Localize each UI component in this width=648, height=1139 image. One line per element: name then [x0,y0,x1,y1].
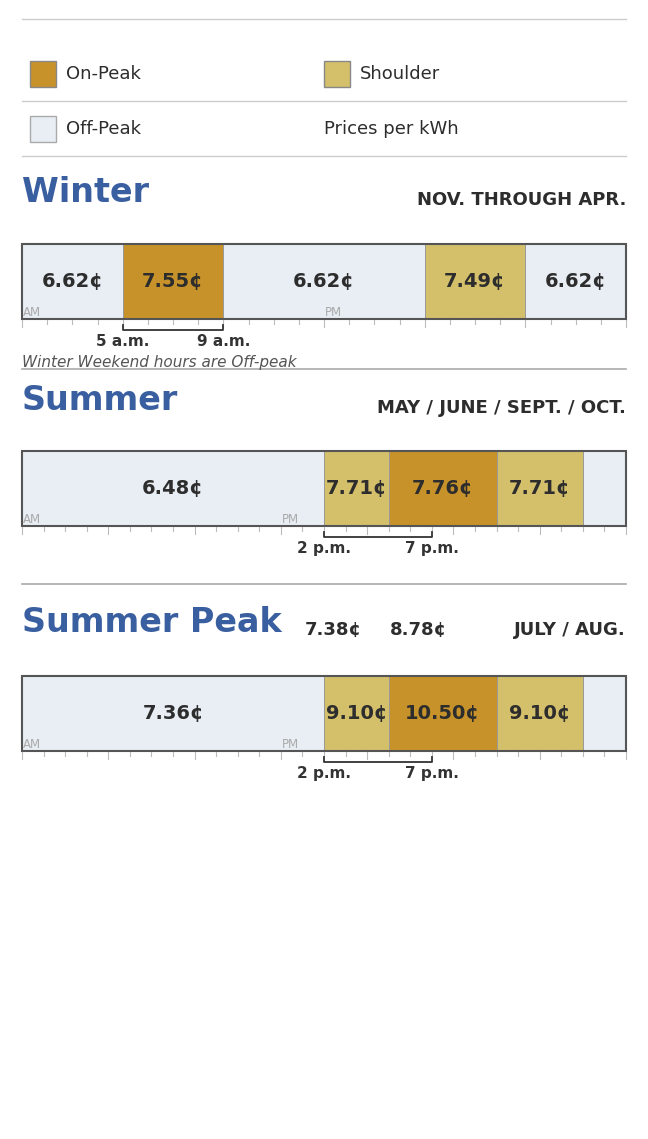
Bar [224,244,424,319]
Bar [496,677,583,751]
Text: AM: AM [23,306,41,319]
Text: PM: PM [325,306,342,319]
Text: 7 p.m.: 7 p.m. [405,541,459,556]
Text: MAY / JUNE / SEPT. / OCT.: MAY / JUNE / SEPT. / OCT. [377,399,626,417]
Text: 7.71¢: 7.71¢ [325,480,387,498]
Bar [389,677,496,751]
Text: 9.10¢: 9.10¢ [509,704,570,723]
Text: Shoulder: Shoulder [360,65,440,83]
Bar [583,677,626,751]
Text: 6.62¢: 6.62¢ [545,272,607,290]
Bar [22,244,626,319]
Text: 5 a.m.: 5 a.m. [96,334,149,349]
Bar [22,677,626,751]
Text: 2 p.m.: 2 p.m. [297,767,351,781]
Bar [22,451,626,526]
Text: 7.36¢: 7.36¢ [143,704,203,723]
Bar [324,451,389,526]
Bar [22,244,122,319]
Text: 7 p.m.: 7 p.m. [405,767,459,781]
Text: Winter: Winter [22,177,149,208]
Bar [526,244,626,319]
Text: Prices per kWh: Prices per kWh [324,120,459,138]
Text: NOV. THROUGH APR.: NOV. THROUGH APR. [417,191,626,208]
Text: 7.76¢: 7.76¢ [412,480,474,498]
Text: Off-Peak: Off-Peak [66,120,141,138]
Text: 8.78¢: 8.78¢ [390,621,447,639]
Text: 7.49¢: 7.49¢ [445,272,505,290]
Text: 9.10¢: 9.10¢ [326,704,387,723]
Text: On-Peak: On-Peak [66,65,141,83]
Text: PM: PM [282,738,299,751]
Bar [324,62,350,87]
Text: JULY / AUG.: JULY / AUG. [515,621,626,639]
Text: 9 a.m.: 9 a.m. [196,334,250,349]
Text: 6.48¢: 6.48¢ [142,480,204,498]
Text: Winter Weekend hours are Off-peak: Winter Weekend hours are Off-peak [22,355,297,370]
Text: Summer Peak: Summer Peak [22,606,282,639]
Bar [324,677,389,751]
Bar [496,451,583,526]
Bar [30,62,56,87]
Text: 7.55¢: 7.55¢ [142,272,204,290]
Bar [122,244,224,319]
Text: 10.50¢: 10.50¢ [405,704,480,723]
Bar [22,451,324,526]
Text: 7.38¢: 7.38¢ [305,621,362,639]
Bar [424,244,526,319]
Bar [389,451,496,526]
Text: AM: AM [23,513,41,526]
Text: Summer: Summer [22,384,178,417]
Bar [30,116,56,142]
Text: 2 p.m.: 2 p.m. [297,541,351,556]
Text: AM: AM [23,738,41,751]
Bar [22,677,324,751]
Text: 6.62¢: 6.62¢ [41,272,103,290]
Text: PM: PM [282,513,299,526]
Bar [583,451,626,526]
Text: 6.62¢: 6.62¢ [293,272,355,290]
Text: 7.71¢: 7.71¢ [509,480,570,498]
